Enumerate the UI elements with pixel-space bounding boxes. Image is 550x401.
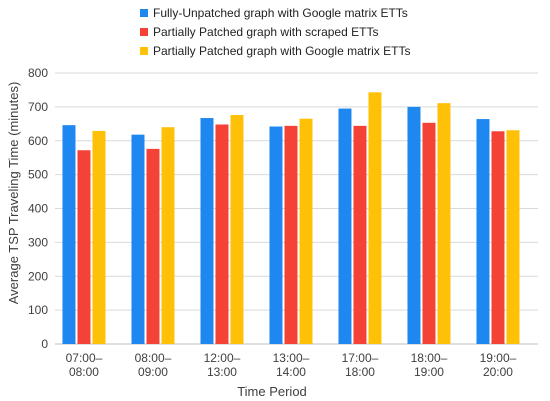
legend-swatch <box>140 9 148 17</box>
bar <box>77 150 91 344</box>
bar <box>506 130 520 344</box>
bar <box>353 125 367 344</box>
legend-swatch <box>140 47 148 55</box>
y-axis-ticks: 0 100 200 300 400 500 600 700 800 <box>28 66 48 351</box>
bar <box>62 125 76 344</box>
bar <box>437 103 451 345</box>
bar <box>407 106 421 344</box>
bar <box>230 115 244 344</box>
y-tick-label: 400 <box>28 202 48 216</box>
bar <box>284 125 298 344</box>
x-tick-label: 12:00– 13:00 <box>204 351 241 379</box>
bars <box>62 92 520 345</box>
bar <box>161 127 175 344</box>
y-tick-label: 500 <box>28 168 48 182</box>
bar <box>491 131 505 344</box>
legend-entry: Partially Patched graph with scraped ETT… <box>153 25 378 39</box>
legend-swatch <box>140 28 148 36</box>
bar <box>299 118 313 344</box>
legend-entry: Partially Patched graph with Google matr… <box>153 44 410 58</box>
bar <box>368 92 382 344</box>
y-tick-label: 100 <box>28 303 48 317</box>
x-axis-label: Time Period <box>237 384 307 399</box>
x-tick-label: 13:00– 14:00 <box>273 351 310 379</box>
bar <box>338 108 352 344</box>
x-tick-label: 18:00– 19:00 <box>411 351 448 379</box>
y-tick-label: 200 <box>28 269 48 283</box>
y-tick-label: 800 <box>28 66 48 80</box>
x-axis-ticks: 07:00– 08:00 08:00– 09:00 12:00– 13:00 13:00– 1… <box>66 351 517 379</box>
y-tick-label: 600 <box>28 134 48 148</box>
bar <box>269 126 283 345</box>
bar <box>146 148 160 344</box>
y-axis-label: Average TSP Traveling Time (minutes) <box>6 82 21 305</box>
x-tick-label: 19:00– 20:00 <box>480 351 517 379</box>
x-tick-label: 17:00– 18:00 <box>342 351 379 379</box>
x-tick-label: 08:00– 09:00 <box>135 351 172 379</box>
bar <box>422 122 436 344</box>
bar <box>200 118 214 345</box>
legend-entry: Fully-Unpatched graph with Google matrix… <box>153 6 408 20</box>
bar <box>215 124 229 345</box>
bar <box>131 134 145 344</box>
y-tick-label: 300 <box>28 235 48 249</box>
x-tick-label: 07:00– 08:00 <box>66 351 103 379</box>
bar <box>92 130 106 344</box>
legend: Fully-Unpatched graph with Google matrix… <box>140 6 410 58</box>
y-tick-label: 700 <box>28 100 48 114</box>
y-tick-label: 0 <box>41 337 48 351</box>
bar <box>476 119 490 344</box>
